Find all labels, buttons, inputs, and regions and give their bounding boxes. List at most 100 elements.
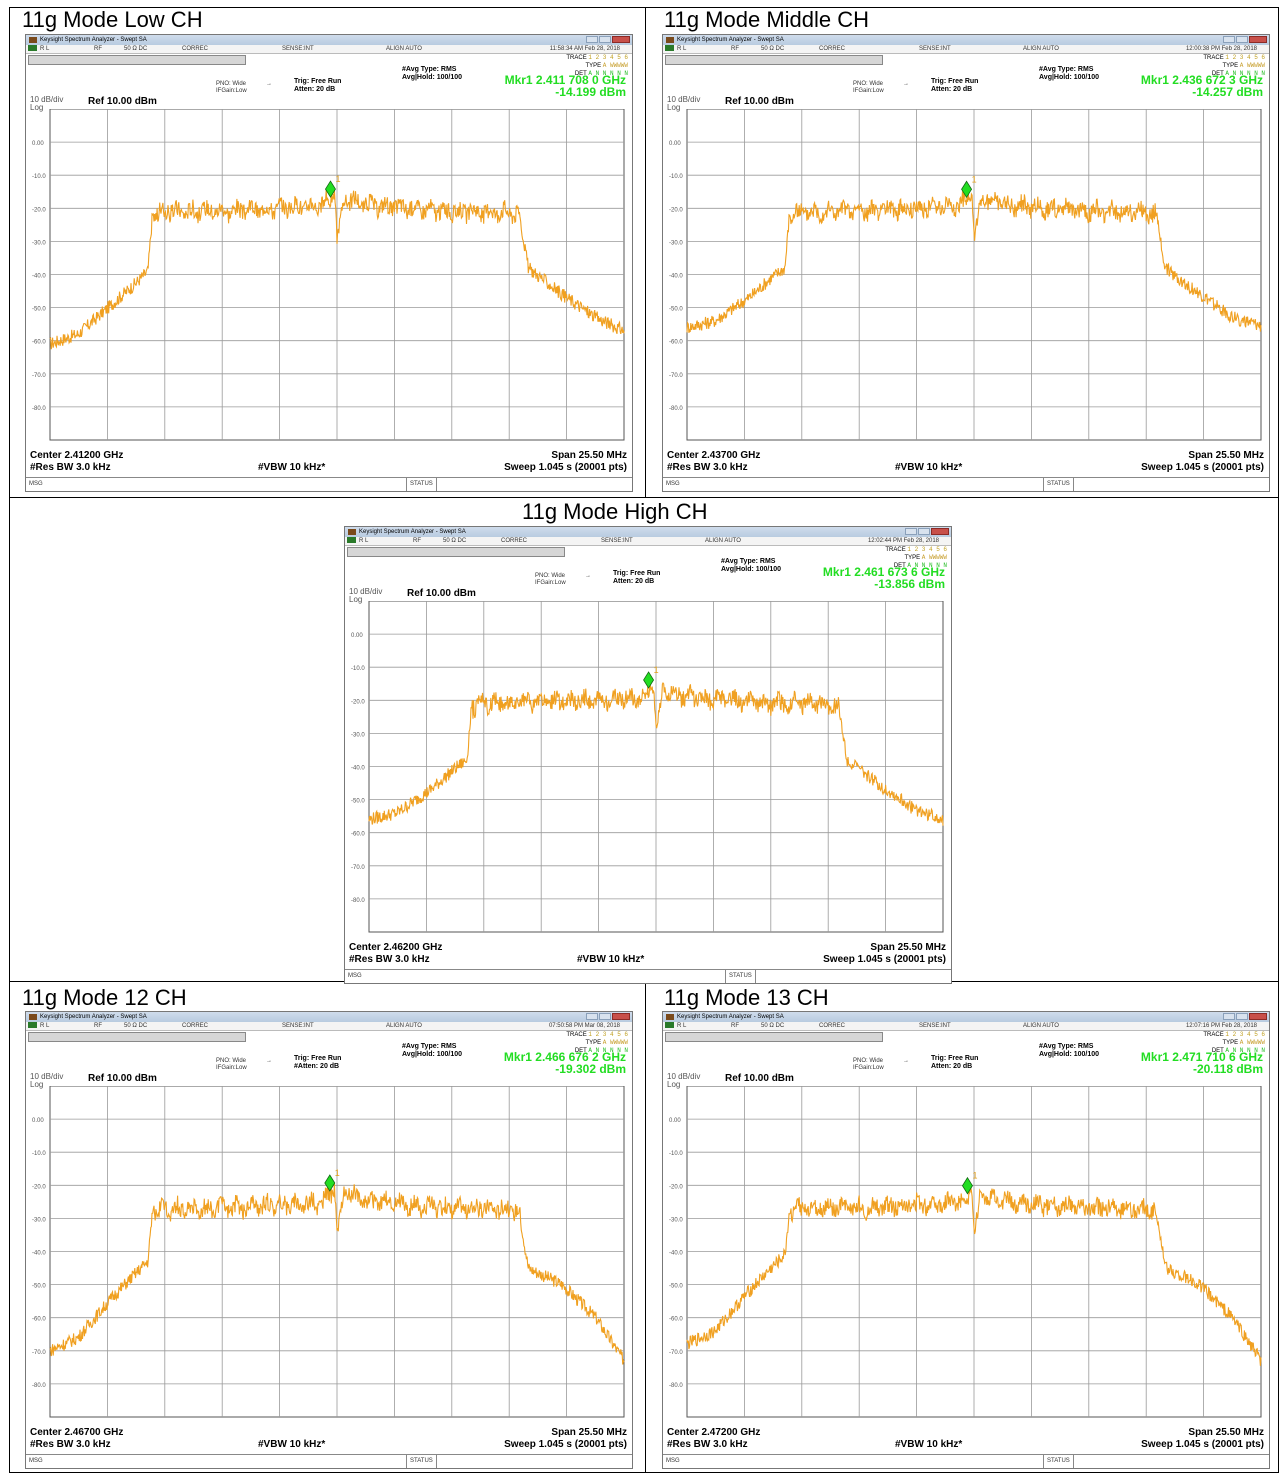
det-value: A N N N N N xyxy=(907,562,947,569)
message-bar: MSG STATUS xyxy=(26,477,632,491)
marker-frequency: Mkr1 2.461 673 6 GHz xyxy=(822,565,945,579)
restore-icon[interactable] xyxy=(1236,1013,1248,1020)
res-bw: #Res BW 3.0 kHz xyxy=(30,1439,111,1450)
trace-indicator: TRACE 1 2 3 4 5 6 TYPE A WWWWW DET A N N N… xyxy=(566,1031,628,1055)
input-field-bar[interactable] xyxy=(665,55,883,65)
status-rl: R L xyxy=(677,1023,687,1029)
scale-label: 10 dB/div Log xyxy=(667,96,700,112)
status-correc: CORREC xyxy=(819,1023,846,1029)
y-tick-label: -50.0 xyxy=(669,307,683,313)
input-field-bar[interactable] xyxy=(347,547,565,557)
minimize-icon[interactable] xyxy=(586,36,598,43)
marker-amplitude: -13.856 dBm xyxy=(874,577,945,591)
type-value: A WWWWW xyxy=(1239,1039,1265,1046)
y-tick-label: -20.0 xyxy=(351,699,365,705)
status-rf: RF xyxy=(94,1023,102,1029)
msg-label: MSG xyxy=(666,481,680,487)
y-tick-label: -80.0 xyxy=(669,406,683,412)
restore-icon[interactable] xyxy=(918,528,930,535)
scale-log: Log xyxy=(30,1080,44,1089)
window-titlebar: Keysight Spectrum Analyzer - Swept SA xyxy=(345,527,951,537)
marker-diamond[interactable] xyxy=(325,180,336,198)
spectrum-trace xyxy=(49,189,625,350)
window-title: Keysight Spectrum Analyzer - Swept SA xyxy=(40,1014,147,1020)
y-tick-label: -10.0 xyxy=(669,1151,683,1157)
restore-icon[interactable] xyxy=(599,1013,611,1020)
trigger-arrow-icon: → xyxy=(903,81,909,87)
app-icon xyxy=(666,1014,674,1020)
scale-log: Log xyxy=(30,103,44,112)
y-tick-label: -40.0 xyxy=(669,274,683,280)
trace-indicator: TRACE 1 2 3 4 5 6 TYPE A WWWWW DET A N N N… xyxy=(1203,54,1265,78)
trigger-arrow-icon: → xyxy=(266,81,272,87)
status-align: ALIGN AUTO xyxy=(1023,1023,1059,1029)
res-bw: #Res BW 3.0 kHz xyxy=(667,462,748,473)
marker-readout: Mkr1 2.436 672 3 GHz -14.257 dBm xyxy=(1141,74,1263,98)
y-tick-label: -60.0 xyxy=(32,1317,46,1323)
type-value: A WWWWW xyxy=(602,1039,628,1046)
close-icon[interactable] xyxy=(612,1013,630,1020)
type-value: A WWWWW xyxy=(602,62,628,69)
y-tick-label: -30.0 xyxy=(32,1217,46,1223)
minimize-icon[interactable] xyxy=(586,1013,598,1020)
restore-icon[interactable] xyxy=(1236,36,1248,43)
marker-diamond[interactable] xyxy=(962,1176,973,1195)
input-field-bar[interactable] xyxy=(665,1032,883,1042)
marker-label: 1 xyxy=(972,174,977,184)
spectrum-trace xyxy=(686,1187,1262,1366)
status-rl: R L xyxy=(40,46,50,52)
trace-label: TRACE xyxy=(566,1032,587,1038)
close-icon[interactable] xyxy=(1249,1013,1267,1020)
marker-diamond[interactable] xyxy=(643,671,655,689)
message-bar: MSG STATUS xyxy=(663,477,1269,491)
restore-icon[interactable] xyxy=(599,36,611,43)
close-icon[interactable] xyxy=(612,36,630,43)
trace-indicator: TRACE 1 2 3 4 5 6 TYPE A WWWWW DET A N N N… xyxy=(566,54,628,78)
scale-label: 10 dB/div Log xyxy=(667,1073,700,1089)
close-icon[interactable] xyxy=(1249,36,1267,43)
instrument-status-row: R L RF 50 Ω DC CORREC SENSE:INT ALIGN AUTO 11:… xyxy=(26,45,632,54)
trig-label: Trig: Free Run xyxy=(613,570,661,577)
spectrum-chart-svg: 0.00 -10.0 -20.0 -30.0 -40.0 -50.0 -60.0 -70.0 -… xyxy=(351,600,944,933)
marker-amplitude: -20.118 dBm xyxy=(1192,1062,1263,1076)
input-field-bar[interactable] xyxy=(28,55,246,65)
spectrum-plot: 0.00 -10.0 -20.0 -30.0 -40.0 -50.0 -60.0 -70.0 -… xyxy=(667,108,1263,441)
timestamp: 12:00:38 PM Feb 28, 2018 xyxy=(1185,46,1257,52)
trace-indicator: TRACE 1 2 3 4 5 6 TYPE A WWWWW DET A N N N… xyxy=(885,546,947,570)
spectrum-chart-svg: 0.00 -10.0 -20.0 -30.0 -40.0 -50.0 -60.0 -70.0 -… xyxy=(32,108,625,441)
span: Span 25.50 MHz xyxy=(1188,450,1264,461)
close-icon[interactable] xyxy=(931,528,949,535)
status-label: STATUS xyxy=(406,478,437,491)
minimize-icon[interactable] xyxy=(1223,1013,1235,1020)
scale-label: 10 dB/div Log xyxy=(349,588,382,604)
status-sense: SENSE:INT xyxy=(919,46,951,52)
spectrum-chart-svg: 0.00 -10.0 -20.0 -30.0 -40.0 -50.0 -60.0 -70.0 -… xyxy=(669,1085,1262,1418)
lxi-icon xyxy=(665,1022,674,1028)
status-rf: RF xyxy=(413,538,421,544)
panel-title: 11g Mode High CH xyxy=(522,499,708,524)
timestamp: 12:02:44 PM Feb 28, 2018 xyxy=(867,538,939,544)
app-icon xyxy=(666,37,674,43)
minimize-icon[interactable] xyxy=(905,528,917,535)
scale-label: 10 dB/div Log xyxy=(30,96,63,112)
y-tick-label: -60.0 xyxy=(32,340,46,346)
status-correc: CORREC xyxy=(182,1023,209,1029)
scale-per-div: 10 dB/div xyxy=(30,1072,64,1081)
atten-label: #Atten: 20 dB xyxy=(294,1063,340,1070)
status-align: ALIGN AUTO xyxy=(1023,46,1059,52)
marker-diamond[interactable] xyxy=(961,180,973,199)
y-tick-label: -60.0 xyxy=(351,832,365,838)
y-tick-label: -40.0 xyxy=(669,1251,683,1257)
lxi-icon xyxy=(28,1022,37,1028)
scale-log: Log xyxy=(667,1080,681,1089)
marker-diamond[interactable] xyxy=(324,1174,336,1192)
avg-type-label: #Avg Type: RMS xyxy=(721,558,776,565)
marker-label: 1 xyxy=(335,1168,340,1178)
spectrum-plot: 0.00 -10.0 -20.0 -30.0 -40.0 -50.0 -60.0 -70.0 -… xyxy=(30,1085,626,1418)
input-field-bar[interactable] xyxy=(28,1032,246,1042)
pno-label: PNO: Wide xyxy=(216,81,247,87)
minimize-icon[interactable] xyxy=(1223,36,1235,43)
ifgain-label: IFGain:Low xyxy=(216,1065,247,1071)
trig-label: Trig: Free Run xyxy=(931,1055,979,1062)
status-rl: R L xyxy=(359,538,369,544)
